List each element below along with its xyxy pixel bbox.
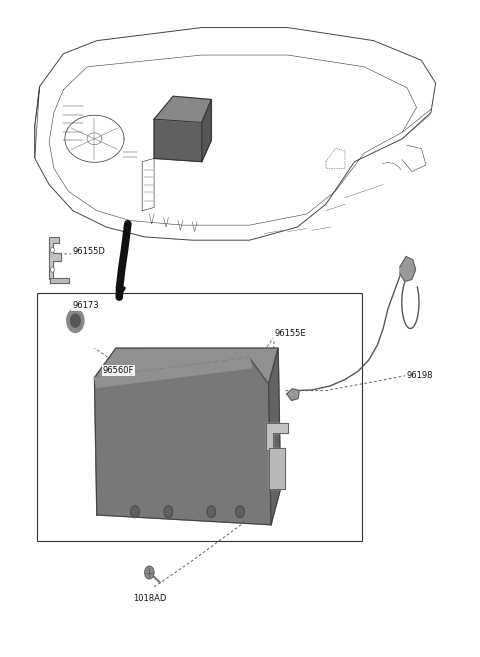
Polygon shape xyxy=(202,99,211,162)
Polygon shape xyxy=(269,448,285,489)
Text: 96560F: 96560F xyxy=(103,366,134,375)
Polygon shape xyxy=(50,278,69,283)
Text: 96155E: 96155E xyxy=(275,329,306,338)
Polygon shape xyxy=(266,423,288,449)
Circle shape xyxy=(207,506,216,518)
Polygon shape xyxy=(269,348,281,525)
Polygon shape xyxy=(95,348,278,384)
Circle shape xyxy=(131,506,139,518)
Text: 1018AD: 1018AD xyxy=(132,593,166,602)
Polygon shape xyxy=(154,97,211,122)
Text: 96198: 96198 xyxy=(406,371,432,380)
Circle shape xyxy=(164,506,173,518)
Circle shape xyxy=(71,314,80,327)
Polygon shape xyxy=(95,358,271,525)
Text: 96155D: 96155D xyxy=(72,247,105,256)
Text: 96173: 96173 xyxy=(72,301,99,310)
Polygon shape xyxy=(154,106,202,162)
Bar xyxy=(37,292,362,541)
Polygon shape xyxy=(49,237,61,279)
Circle shape xyxy=(67,309,84,332)
Circle shape xyxy=(236,506,244,518)
Circle shape xyxy=(144,566,154,579)
Polygon shape xyxy=(95,358,252,388)
Circle shape xyxy=(50,267,54,272)
Polygon shape xyxy=(287,389,299,401)
Polygon shape xyxy=(400,256,416,281)
Circle shape xyxy=(50,248,54,252)
